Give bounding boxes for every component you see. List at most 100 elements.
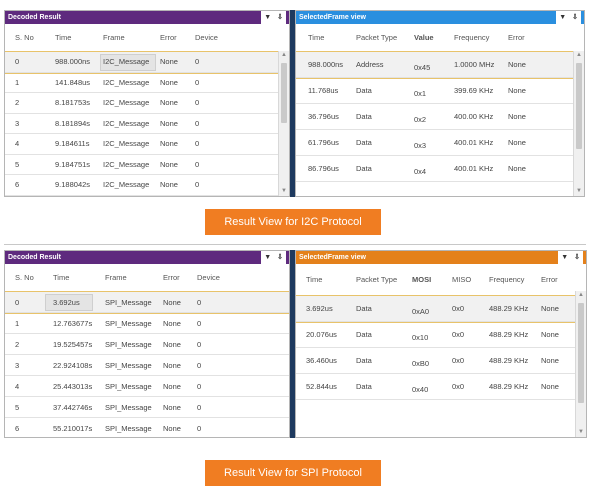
table-cell: None xyxy=(160,57,178,67)
table-cell: Data xyxy=(356,304,372,313)
table-row[interactable]: 2 19.525457s SPI_Message None 0 xyxy=(5,334,289,355)
chevron-down-icon[interactable]: ▼ xyxy=(264,14,272,21)
table-cell: None xyxy=(508,60,526,69)
scroll-up-arrow-icon[interactable]: ▲ xyxy=(578,292,584,298)
spi-decoded-grid: S. No Time Frame Error Device 0 3.692us SPI_Mes… xyxy=(5,264,289,437)
table-row[interactable]: 3 22.924108s SPI_Message None 0 xyxy=(5,355,289,376)
column-header[interactable]: Time xyxy=(55,33,72,42)
table-cell: None xyxy=(160,77,178,87)
table-row[interactable]: 6 55.210017s SPI_Message None 0 xyxy=(5,418,289,437)
table-cell: 988.000ns xyxy=(55,57,91,67)
chevron-down-icon[interactable]: ▼ xyxy=(559,14,567,21)
table-row[interactable]: 4 9.184611s I2C_Message None 0 xyxy=(5,134,278,155)
table-cell: 9.184751s xyxy=(55,159,91,169)
table-row[interactable]: 1 141.848us I2C_Message None 0 xyxy=(5,73,278,93)
table-cell: SPI_Message xyxy=(105,402,152,412)
pin-icon[interactable]: ⇩ xyxy=(574,254,580,261)
chevron-down-icon[interactable]: ▼ xyxy=(561,254,569,261)
table-cell: None xyxy=(163,360,181,370)
spi-frame-scrollbar[interactable]: ▲ ▼ xyxy=(575,291,586,437)
spi-selected-frame-header: SelectedFrame view ▼ ⇩ xyxy=(296,251,586,264)
column-header[interactable]: Time xyxy=(308,33,325,42)
table-row[interactable]: 36.460us Data 0xB0 0x0 488.29 KHz None xyxy=(296,348,575,374)
table-row[interactable]: 86.796us Data 0x4 400.01 KHz None xyxy=(296,156,573,182)
table-row[interactable]: 5 9.184751s I2C_Message None 0 xyxy=(5,155,278,175)
table-cell: 37.442746s xyxy=(53,402,93,412)
table-row[interactable]: 11.768us Data 0x1 399.69 KHz None xyxy=(296,78,573,104)
table-row[interactable]: 5 37.442746s SPI_Message None 0 xyxy=(5,397,289,418)
column-header[interactable]: Error xyxy=(508,33,525,42)
table-cell: 3 xyxy=(15,360,20,370)
scroll-down-arrow-icon[interactable]: ▼ xyxy=(576,188,582,194)
pin-icon[interactable]: ⇩ xyxy=(572,14,578,21)
header-tools: ▼ ⇩ xyxy=(261,251,286,264)
i2c-frame-scrollbar[interactable]: ▲ ▼ xyxy=(573,51,584,196)
pin-icon[interactable]: ⇩ xyxy=(277,254,283,261)
table-cell: 0x0 xyxy=(452,356,465,365)
chevron-down-icon[interactable]: ▼ xyxy=(264,254,272,261)
column-header[interactable]: Packet Type xyxy=(356,33,398,42)
column-header[interactable]: Packet Type xyxy=(356,275,398,284)
table-row[interactable]: 2 8.181753s I2C_Message None 0 xyxy=(5,93,278,114)
table-row[interactable]: 4 25.443013s SPI_Message None 0 xyxy=(5,376,289,397)
table-cell: 12.763677s xyxy=(53,318,93,328)
table-cell: 3.692us xyxy=(53,297,80,307)
i2c-decoded-scrollbar[interactable]: ▲ ▼ xyxy=(278,51,289,196)
table-row[interactable]: 988.000ns Address 0x45 1.0000 MHz None xyxy=(296,51,574,79)
scroll-down-arrow-icon[interactable]: ▼ xyxy=(281,188,287,194)
table-cell: 19.525457s xyxy=(53,339,93,349)
column-header[interactable]: Device xyxy=(197,273,220,282)
column-header[interactable]: Error xyxy=(541,275,558,284)
column-header[interactable]: MISO xyxy=(452,275,472,284)
column-header[interactable]: Frame xyxy=(105,273,127,282)
table-row[interactable]: 6 9.188042s I2C_Message None 0 xyxy=(5,175,278,196)
table-cell: 488.29 KHz xyxy=(489,356,529,365)
column-header[interactable]: Error xyxy=(160,33,177,42)
column-header[interactable]: MOSI xyxy=(412,275,432,284)
table-cell: None xyxy=(541,356,559,365)
column-header[interactable]: S. No xyxy=(15,273,34,282)
column-header[interactable]: Device xyxy=(195,33,218,42)
table-row[interactable]: 3 8.181894s I2C_Message None 0 xyxy=(5,114,278,134)
table-cell: 488.29 KHz xyxy=(489,304,529,313)
i2c-decoded-grid: S. No Time Frame Error Device 0 988.000ns I2C_M… xyxy=(5,24,279,196)
table-cell: 8.181753s xyxy=(55,98,91,108)
table-row[interactable]: 1 12.763677s SPI_Message None 0 xyxy=(5,313,289,334)
column-header[interactable]: Error xyxy=(163,273,180,282)
pin-icon[interactable]: ⇩ xyxy=(277,14,283,21)
scroll-up-arrow-icon[interactable]: ▲ xyxy=(281,52,287,58)
table-row[interactable]: 3.692us Data 0xA0 0x0 488.29 KHz None xyxy=(296,295,576,323)
scrollbar-thumb[interactable] xyxy=(576,63,582,149)
table-cell: 25.443013s xyxy=(53,381,93,391)
column-header[interactable]: S. No xyxy=(15,33,34,42)
table-cell: None xyxy=(508,164,526,173)
table-row[interactable]: 36.796us Data 0x2 400.00 KHz None xyxy=(296,104,573,130)
table-cell: I2C_Message xyxy=(103,118,150,128)
table-cell: None xyxy=(163,381,181,391)
table-row[interactable]: 0 3.692us SPI_Message None 0 xyxy=(5,291,289,314)
table-row[interactable]: 20.076us Data 0x10 0x0 488.29 KHz None xyxy=(296,322,575,348)
scrollbar-thumb[interactable] xyxy=(578,303,584,403)
table-row[interactable]: 0 988.000ns I2C_Message None 0 xyxy=(5,51,279,74)
table-cell: 6 xyxy=(15,423,20,433)
column-header[interactable]: Value xyxy=(414,33,434,42)
table-row[interactable]: 61.796us Data 0x3 400.01 KHz None xyxy=(296,130,573,156)
table-cell: 0 xyxy=(15,297,20,307)
scroll-up-arrow-icon[interactable]: ▲ xyxy=(576,52,582,58)
table-cell: 488.29 KHz xyxy=(489,382,529,391)
column-header[interactable]: Frequency xyxy=(454,33,490,42)
scrollbar-thumb[interactable] xyxy=(281,63,287,123)
table-row[interactable]: 52.844us Data 0x40 0x0 488.29 KHz None xyxy=(296,374,575,400)
column-header[interactable]: Time xyxy=(306,275,323,284)
spi-caption-text: Result View for SPI Protocol xyxy=(224,467,362,479)
i2c-panel-splitter[interactable] xyxy=(290,10,295,197)
table-cell: 0x40 xyxy=(412,385,429,394)
table-cell: 0x0 xyxy=(452,330,465,339)
table-cell: 0xB0 xyxy=(412,359,430,368)
column-header[interactable]: Frame xyxy=(103,33,125,42)
scroll-down-arrow-icon[interactable]: ▼ xyxy=(578,429,584,435)
column-header[interactable]: Frequency xyxy=(489,275,525,284)
column-header[interactable]: Time xyxy=(53,273,70,282)
table-cell: 86.796us xyxy=(308,164,339,173)
spi-panel-splitter[interactable] xyxy=(290,250,295,438)
